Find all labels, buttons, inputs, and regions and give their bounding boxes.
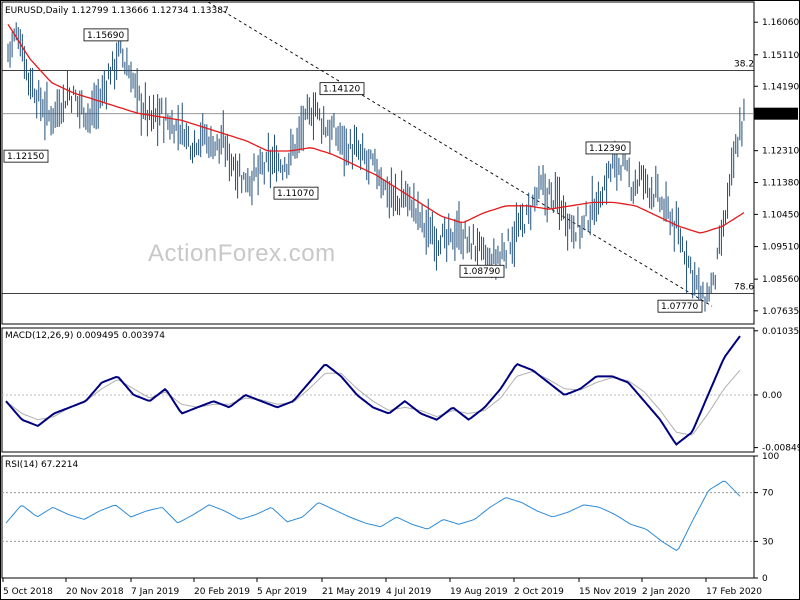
rsi-title: RSI(14) 67.2214: [5, 460, 78, 470]
fibonacci-label: 78.6: [734, 283, 754, 293]
x-tick-label: 21 May 2019: [322, 587, 381, 597]
macd-frame: [1, 327, 755, 453]
price-pane: 38.2 78.6 1.15690 1.12150 1.14120 1.11070 1.08…: [1, 1, 755, 325]
x-tick-label: 20 Feb 2019: [194, 587, 250, 597]
price-tick-label: 1.15110: [762, 51, 799, 61]
x-tick-label: 5 Oct 2018: [3, 587, 53, 597]
price-tick-label: 1.14190: [762, 82, 799, 92]
rsi-line: [5, 480, 741, 552]
price-label-box: [585, 141, 631, 155]
price-label: 1.08790: [463, 267, 500, 277]
x-tick-label: 2 Jan 2020: [642, 587, 690, 597]
price-frame: [1, 1, 755, 325]
price-label: 1.12390: [589, 144, 626, 154]
rsi-tick-label: 30: [762, 537, 774, 547]
x-tick-label: 4 Jul 2019: [386, 587, 431, 597]
x-tick-label: 7 Jan 2019: [131, 587, 179, 597]
price-label-box: [83, 28, 129, 42]
price-tick-label: 1.10450: [762, 210, 799, 220]
price-label: 1.14120: [323, 85, 360, 95]
macd-title: MACD(12,26,9) 0.009495 0.003974: [5, 331, 165, 341]
x-tick-label: 5 Apr 2019: [257, 587, 307, 597]
price-label: 1.07770: [661, 302, 698, 312]
last-price-box: [754, 107, 798, 120]
x-tick-label: 19 Aug 2019: [450, 587, 508, 597]
macd-tick-label: 0.010352: [762, 327, 800, 337]
last-price-label: 1.13387: [758, 110, 795, 120]
chart-title: EURUSD,Daily 1.12799 1.13666 1.12734 1.1…: [5, 6, 229, 16]
watermark: ActionForex.com: [148, 240, 336, 267]
price-label-box: [459, 264, 505, 278]
price-label-box: [319, 82, 365, 96]
price-tick-label: 1.16060: [762, 18, 799, 28]
price-tick-label: 1.12310: [762, 147, 799, 157]
x-tick-label: 15 Nov 2019: [579, 587, 637, 597]
price-tick-label: 1.11380: [762, 179, 799, 189]
price-label-box: [657, 299, 703, 313]
price-label-box: [3, 149, 49, 163]
price-label-box: [273, 186, 319, 200]
rsi-tick-label: 100: [762, 452, 779, 462]
x-tick-label: 20 Nov 2018: [66, 587, 124, 597]
x-tick-label: 2 Oct 2019: [514, 587, 564, 597]
macd-tick-label: 0.00: [762, 391, 782, 401]
trendline: [207, 1, 713, 307]
rsi-frame: [1, 455, 755, 579]
price-tick-label: 1.07635: [762, 307, 799, 317]
price-label: 1.12150: [7, 152, 44, 162]
moving-average-line: [7, 23, 745, 234]
price-label: 1.11070: [277, 189, 314, 199]
macd-line: [5, 335, 741, 446]
macd-pane: MACD(12,26,9) 0.009495 0.003974: [1, 327, 755, 453]
rsi-tick-label: 70: [762, 489, 774, 499]
rsi-tick-label: 0: [762, 574, 768, 584]
fibonacci-label: 38.2: [734, 60, 754, 70]
rsi-pane: RSI(14) 67.2214: [1, 455, 755, 579]
price-label: 1.15690: [87, 31, 124, 41]
price-tick-label: 1.09510: [762, 243, 799, 253]
price-tick-label: 1.08560: [762, 275, 799, 285]
x-tick-label: 17 Feb 2020: [706, 587, 762, 597]
